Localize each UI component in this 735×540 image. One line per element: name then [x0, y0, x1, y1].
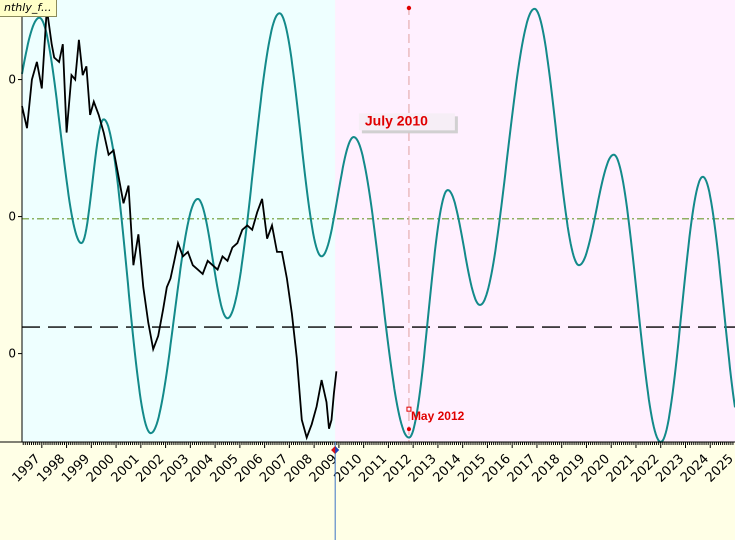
y-tick-label: 0 [8, 347, 16, 361]
y-tick-label: 0 [8, 210, 16, 224]
history-region [22, 0, 336, 442]
annotation-layer: July 2010 May 2012 [358, 112, 465, 432]
annotation-low-dot [406, 427, 411, 432]
y-tick-label: 0 [8, 73, 16, 87]
annotation-box [358, 113, 455, 131]
y-axis: 0 0 0 [8, 0, 23, 442]
annotation-july-2010: July 2010 [365, 112, 428, 128]
projection-start-marker-left[interactable] [331, 446, 336, 454]
cycle-projection-line [21, 7, 735, 444]
cursor-top-marker[interactable] [406, 5, 412, 11]
annotation-marker-square [406, 406, 412, 412]
annotation-may-2012: May 2012 [411, 409, 465, 423]
projection-region [335, 0, 735, 442]
reference-lines [22, 218, 735, 328]
price-series-line [21, 8, 338, 441]
indicator-title-tab[interactable]: nthly_f... [0, 0, 57, 17]
